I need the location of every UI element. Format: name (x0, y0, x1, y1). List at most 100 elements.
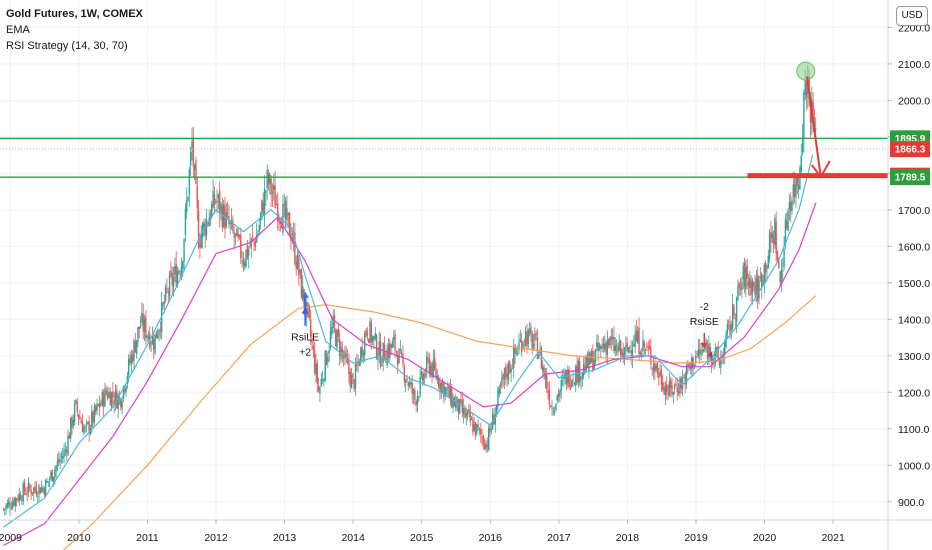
candle-body (120, 398, 122, 408)
candle-body (608, 338, 610, 346)
candle-body (465, 413, 467, 418)
candle-body (673, 384, 676, 390)
candle-body (750, 281, 752, 296)
candle-body (295, 262, 297, 269)
candle-body (427, 358, 429, 359)
candle-body (2, 508, 5, 510)
candle-body (196, 185, 198, 209)
candle-body (11, 502, 14, 509)
candle-body (75, 399, 77, 403)
candle-body (275, 204, 278, 205)
candle-body (646, 346, 648, 348)
candle-body (8, 501, 10, 505)
candle-body (774, 217, 776, 246)
candle-body (399, 349, 402, 351)
candle-body (738, 283, 740, 288)
price-badge-label: 1866.3 (895, 145, 926, 156)
candle-body (753, 281, 755, 287)
candle-body (199, 244, 201, 248)
candle-body (635, 330, 638, 342)
candle-body (510, 368, 512, 373)
candle-body (656, 362, 659, 373)
currency-button[interactable]: USD (896, 6, 928, 26)
candle-body (734, 317, 736, 319)
grid-lines (0, 0, 888, 520)
candle-body (246, 245, 249, 258)
candle-body (480, 429, 482, 435)
candle-body (251, 236, 254, 238)
candle-body (428, 358, 431, 374)
candle-body (92, 411, 94, 423)
candle-body (379, 341, 382, 368)
candle-body (104, 388, 106, 407)
candle-body (356, 363, 358, 366)
candle-body (353, 379, 355, 390)
candle-body (671, 385, 673, 395)
candle-body (309, 319, 312, 337)
candle-body (710, 358, 713, 363)
candle-body (523, 341, 526, 342)
candle-body (51, 470, 53, 482)
candle-body (768, 234, 771, 259)
candle-body (357, 362, 359, 364)
long-signal-label: RsiLE (291, 332, 319, 344)
candle-body (249, 245, 251, 248)
x-tick-label: 2017 (547, 532, 571, 544)
y-tick-label: 1500.0 (898, 278, 930, 290)
candle-body (200, 234, 202, 248)
candle-body (344, 350, 346, 358)
candle-body (162, 303, 164, 306)
candle-body (424, 373, 427, 376)
candle-body (568, 369, 570, 388)
candle-body (787, 210, 789, 232)
candle-body (410, 382, 412, 385)
candle-body (37, 496, 39, 498)
candle-body (687, 364, 689, 367)
y-tick-label: 1200.0 (898, 387, 930, 399)
short-signal-qty: -2 (700, 301, 709, 313)
candle-body (67, 435, 69, 455)
candle-body (155, 330, 158, 339)
candle-body (35, 488, 38, 496)
candle-body (470, 418, 473, 421)
candle-body (481, 436, 483, 438)
x-tick-label: 2011 (136, 532, 159, 544)
candle-body (44, 480, 47, 497)
candle-body (83, 427, 85, 434)
candle-body (193, 165, 196, 171)
candle-body (592, 350, 594, 371)
candle-body (681, 378, 684, 390)
candle-body (27, 482, 30, 493)
candle-body (784, 219, 787, 245)
candle-body (652, 363, 655, 371)
candle-body (622, 353, 624, 359)
candle-body (528, 328, 531, 334)
candle-body (321, 379, 324, 381)
candle-body (654, 363, 656, 372)
candle-body (469, 410, 471, 422)
candle-body (84, 426, 86, 428)
candle-body (364, 333, 366, 356)
candle-body (577, 360, 580, 384)
candle-body (573, 383, 576, 385)
candle-body (183, 239, 185, 262)
short-signal-label: RsiSE (690, 316, 719, 328)
candle-body (341, 348, 344, 353)
candle-body (775, 222, 777, 255)
candle-body (62, 455, 64, 459)
candle-body (805, 80, 808, 98)
candle-body (669, 380, 672, 389)
candle-body (290, 233, 292, 241)
candle-body (58, 458, 60, 463)
candle-body (248, 249, 250, 256)
price-badge (890, 141, 930, 158)
candle-body (621, 349, 623, 356)
candle-body (106, 392, 109, 399)
candle-body (770, 231, 772, 243)
candle-body (534, 333, 536, 341)
candle-body (593, 359, 595, 369)
candle-body (655, 365, 657, 370)
candle-body (743, 262, 746, 287)
candle-body (234, 233, 237, 235)
